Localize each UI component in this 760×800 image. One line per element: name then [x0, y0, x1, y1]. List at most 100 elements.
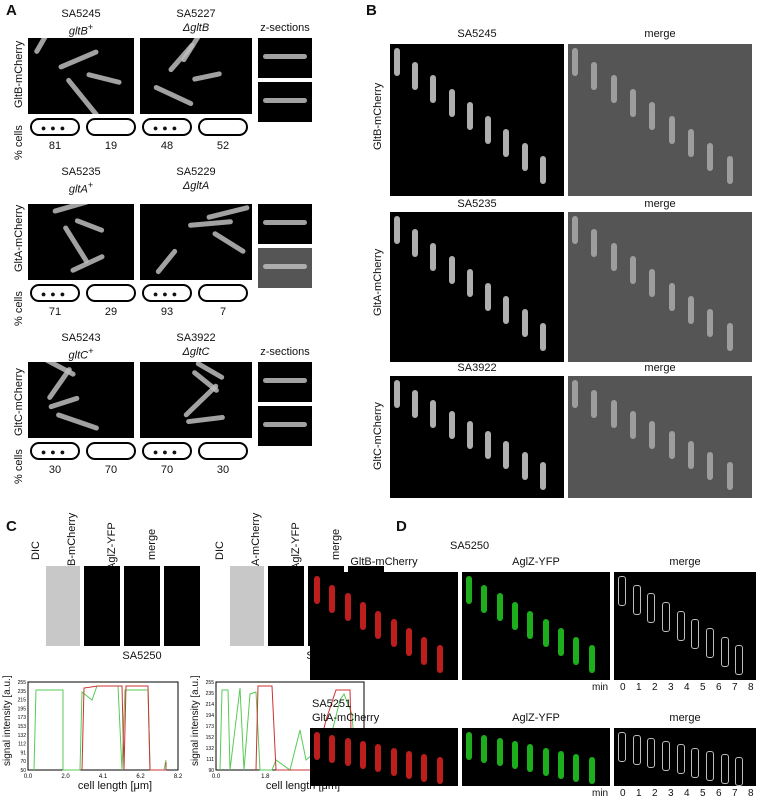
micrograph — [28, 362, 134, 438]
col-label: merge — [669, 712, 701, 724]
col-label: AglZ-YFP — [512, 556, 560, 568]
cell-schematic-foci: ●●● — [30, 442, 80, 460]
strain-label: SA3922 — [176, 332, 216, 344]
cell-shape — [539, 461, 546, 490]
minute-label: 0 — [620, 788, 626, 799]
percent-value: 70 — [104, 464, 118, 476]
cell-shape — [485, 431, 492, 460]
percent-value: 52 — [216, 140, 230, 152]
cell-shape — [512, 741, 518, 770]
cell-shape — [726, 156, 733, 185]
cell-shape — [390, 747, 397, 776]
percent-value: 29 — [104, 306, 118, 318]
cell-shape — [539, 322, 546, 351]
strain-label: SA5235 — [61, 166, 101, 178]
z-sections-label: z-sections — [260, 22, 310, 34]
cell-shape — [588, 645, 595, 674]
kymograph — [390, 44, 564, 196]
cell-shape — [707, 142, 714, 171]
cell-shape — [466, 269, 473, 298]
cell-shape — [448, 256, 455, 284]
percent-value: 48 — [160, 140, 174, 152]
left-y-tick: 132 — [18, 733, 27, 739]
cell-shape — [668, 115, 675, 144]
cell-shape — [512, 602, 518, 630]
z-section-image — [258, 38, 312, 78]
cell-shape — [527, 744, 534, 773]
cell-shape — [720, 636, 729, 667]
cell-schematic-diffuse — [198, 118, 248, 136]
cell-shape — [430, 75, 437, 104]
cell-shape — [688, 129, 694, 158]
cell-shape — [481, 584, 488, 613]
minute-label: 3 — [668, 682, 674, 693]
left-plot-frame — [27, 681, 179, 771]
cell-shape — [448, 410, 455, 439]
z-section-image — [258, 248, 312, 288]
cell-shape — [485, 282, 492, 311]
z-section-image — [258, 406, 312, 446]
cell-shape — [618, 732, 626, 762]
percent-value: 70 — [160, 464, 174, 476]
right-y-tick: 132 — [206, 746, 215, 752]
cell-shape — [668, 282, 675, 311]
cell-shape — [591, 61, 598, 90]
cell-shape — [572, 216, 578, 244]
cell-shape — [610, 400, 617, 429]
minute-label: 6 — [716, 788, 722, 799]
genotype-label: ΔgltC — [182, 346, 210, 358]
cell-shape — [591, 229, 598, 258]
cell-shape — [610, 75, 617, 104]
strain-label: SA5245 — [61, 8, 101, 20]
strain-label: SA5245 — [457, 28, 497, 40]
minute-label: 0 — [620, 682, 626, 693]
cell-shape — [521, 451, 528, 480]
minute-label: 8 — [748, 682, 754, 693]
fluor-image-red — [84, 566, 120, 646]
cell-shape — [412, 229, 419, 258]
strain-label: SA5227 — [176, 8, 216, 20]
minute-label: 5 — [700, 682, 706, 693]
cell-schematic-foci: ●●● — [30, 284, 80, 302]
left-x-tick: 8.2 — [174, 774, 183, 780]
minute-label: 5 — [700, 788, 706, 799]
cell-shape — [572, 48, 578, 76]
col-label: GltB-mCherry — [350, 556, 418, 568]
cell-shape — [436, 645, 443, 674]
minute-label: 1 — [636, 788, 642, 799]
cell-shape — [436, 756, 443, 784]
z-section-image — [258, 204, 312, 244]
cell-shape — [618, 576, 626, 606]
right-trace-green — [219, 687, 357, 771]
cell-shape — [691, 619, 700, 650]
cell-shape — [412, 61, 419, 90]
cell-shape — [707, 451, 714, 480]
strain-label: SA5251 — [312, 698, 352, 710]
kymograph-merge — [614, 572, 756, 680]
dic-image — [46, 566, 80, 646]
cell-shape — [375, 610, 382, 639]
cell-shape — [466, 732, 472, 760]
minute-label: 6 — [716, 682, 722, 693]
cell-shape — [542, 747, 549, 776]
merge-label: merge — [644, 198, 676, 210]
cell-shape — [263, 98, 307, 103]
micrograph — [140, 362, 252, 438]
min-label: min — [592, 682, 609, 693]
cell-shape — [263, 422, 307, 427]
minute-label: 2 — [652, 788, 658, 799]
cell-shape — [263, 378, 307, 383]
cell-shape — [394, 48, 400, 76]
cell-shape — [412, 390, 419, 419]
minute-label: 2 — [652, 682, 658, 693]
minute-label: 7 — [732, 788, 738, 799]
micrograph — [28, 38, 134, 114]
cell-shape — [630, 410, 636, 439]
kymograph — [390, 212, 564, 362]
cell-shape — [726, 322, 733, 351]
right-y-tick: 111 — [206, 757, 214, 763]
cell-shape — [588, 756, 595, 784]
cell-shape — [662, 741, 670, 772]
